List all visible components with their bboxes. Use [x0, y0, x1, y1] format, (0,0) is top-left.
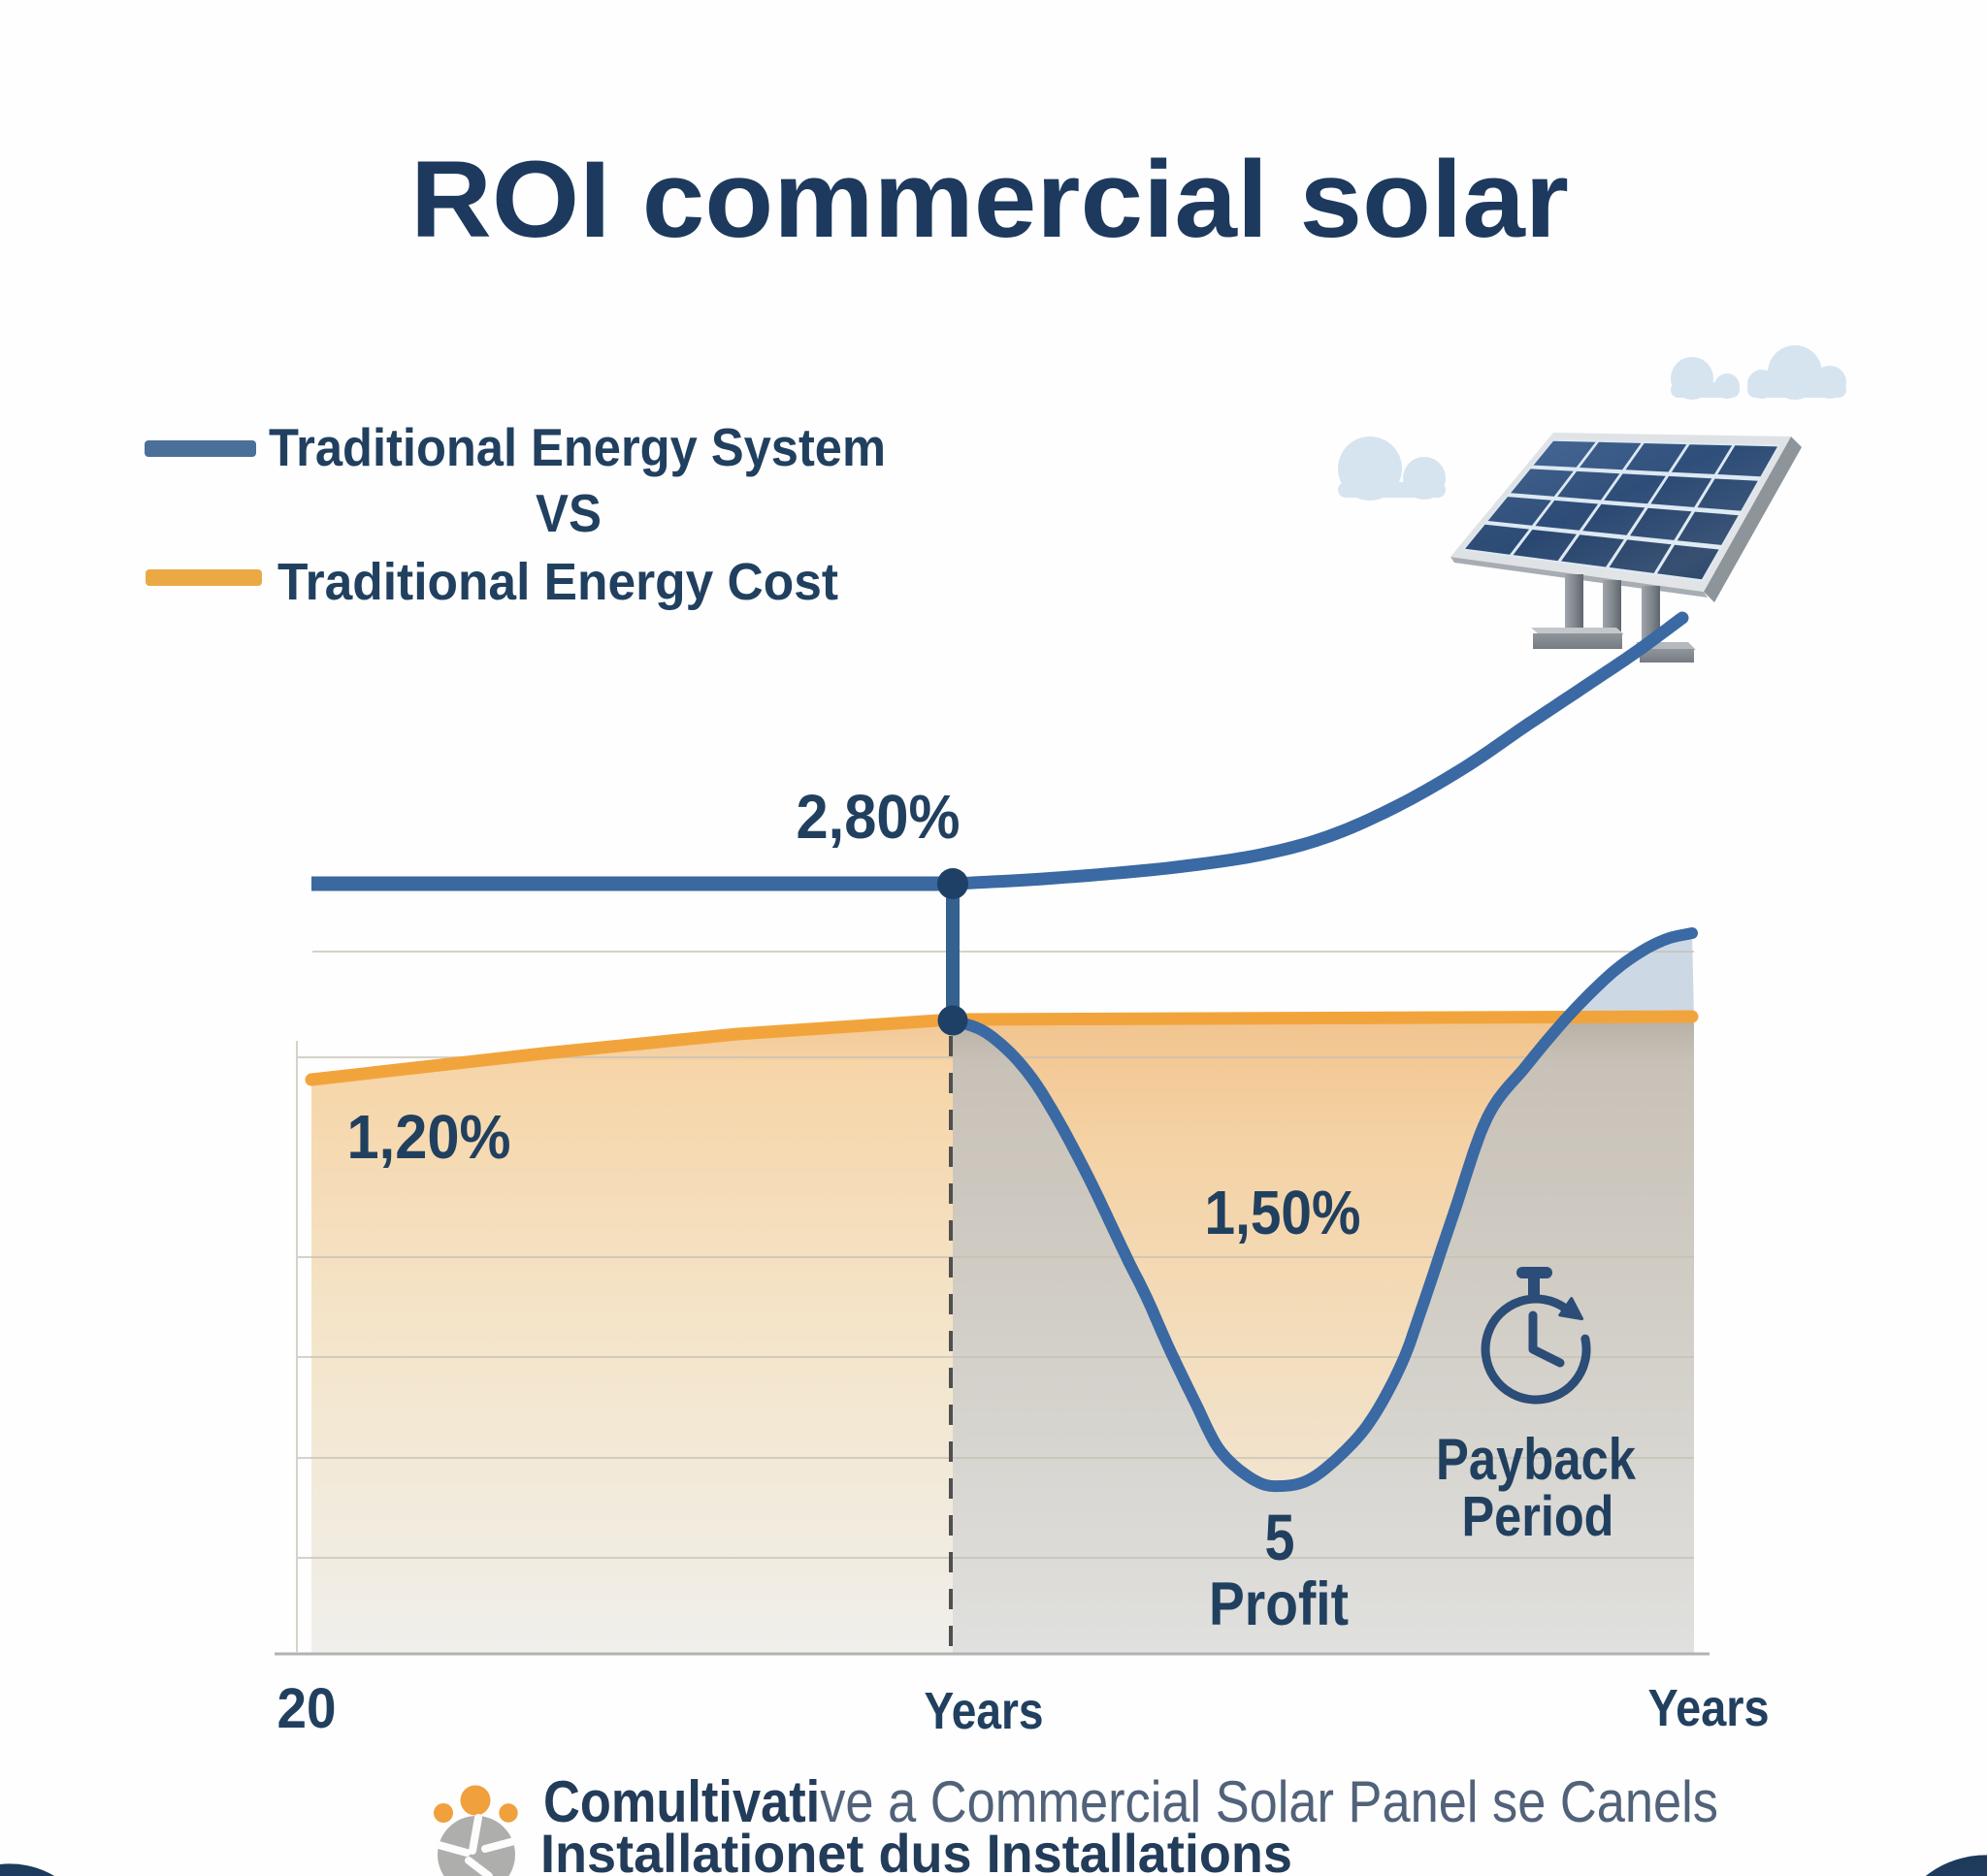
svg-text:Years: Years	[1648, 1679, 1770, 1737]
svg-text:Payback: Payback	[1436, 1427, 1637, 1492]
svg-text:5: 5	[1265, 1502, 1295, 1574]
svg-text:ROI commercial solar: ROI commercial solar	[410, 139, 1569, 260]
svg-text:Period: Period	[1462, 1485, 1614, 1548]
svg-text:1,50%: 1,50%	[1205, 1178, 1361, 1247]
svg-text:Years: Years	[925, 1682, 1044, 1740]
svg-text:Installationet dus Installatio: Installationet dus Installations	[540, 1823, 1292, 1876]
svg-text:2,80%: 2,80%	[797, 782, 961, 852]
svg-text:20: 20	[277, 1677, 337, 1740]
svg-text:Traditional Energy System: Traditional Energy System	[269, 417, 886, 477]
svg-text:Profit: Profit	[1209, 1570, 1349, 1638]
svg-text:Traditional Energy Cost: Traditional Energy Cost	[277, 553, 838, 611]
svg-text:VS: VS	[536, 483, 602, 543]
svg-text:1,20%: 1,20%	[347, 1102, 511, 1172]
svg-text:Comultivative a Commercial Sol: Comultivative a Commercial Solar Panel s…	[543, 1769, 1718, 1834]
